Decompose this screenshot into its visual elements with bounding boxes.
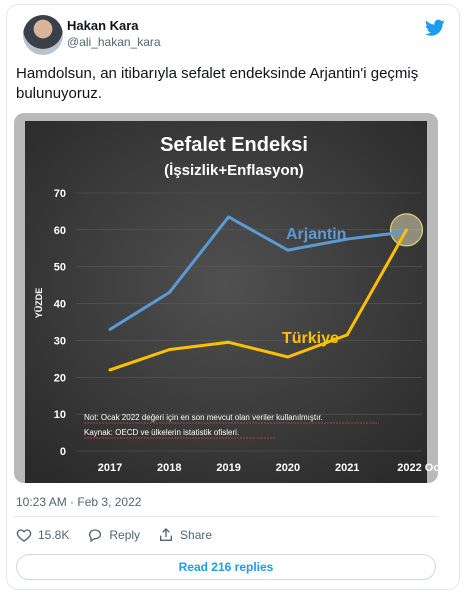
- y-tick-label: 50: [54, 262, 66, 274]
- series-point: [108, 327, 112, 331]
- action-bar: 15.8K Reply Share: [16, 527, 230, 543]
- chart-source: Kaynak: OECD ve ülkelerin istatistik ofi…: [84, 428, 239, 437]
- y-axis-label: YÜZDE: [34, 288, 44, 319]
- x-tick-label: 2018: [157, 462, 181, 474]
- like-count: 15.8K: [38, 528, 70, 542]
- x-tick-label: 2021: [335, 462, 359, 474]
- twitter-bird-icon[interactable]: [425, 19, 445, 37]
- y-tick-label: 10: [54, 409, 66, 421]
- x-tick-label: 2020: [276, 462, 300, 474]
- series-point: [286, 248, 290, 252]
- tweet-image[interactable]: Sefalet Endeksi (İşsizlik+Enflasyon) YÜZ…: [14, 113, 438, 483]
- chart-subtitle: (İşsizlik+Enflasyon): [164, 162, 304, 179]
- series-point: [286, 355, 290, 359]
- read-replies-button[interactable]: Read 216 replies: [16, 554, 436, 580]
- timestamp[interactable]: 10:23 AM · Feb 3, 2022: [16, 495, 142, 509]
- y-tick-label: 20: [54, 372, 66, 384]
- series-point: [345, 237, 349, 241]
- y-tick-label: 40: [54, 299, 66, 311]
- divider: [14, 516, 438, 517]
- share-button[interactable]: Share: [158, 527, 212, 543]
- chart-note: Not: Ocak 2022 değeri için en son mevcut…: [84, 413, 323, 422]
- series-point: [227, 215, 231, 219]
- misery-index-chart: Sefalet Endeksi (İşsizlik+Enflasyon) YÜZ…: [25, 121, 438, 483]
- series-point: [167, 291, 171, 295]
- x-tick-label: 2019: [216, 462, 240, 474]
- series-line-1: [109, 229, 408, 372]
- series-point: [405, 228, 408, 232]
- series-point: [227, 340, 231, 344]
- tweet-text: Hamdolsun, an itibarıyla sefalet endeksi…: [16, 65, 419, 102]
- heart-icon: [16, 529, 32, 542]
- series-point: [108, 368, 112, 372]
- reply-icon: [89, 529, 102, 543]
- series-line-0: [109, 215, 407, 331]
- user-name[interactable]: Hakan Kara: [67, 18, 139, 33]
- avatar[interactable]: [23, 15, 63, 55]
- series-label: Arjantin: [286, 226, 346, 243]
- y-tick-label: 60: [54, 225, 66, 237]
- y-tick-label: 0: [60, 446, 66, 458]
- series-point: [167, 348, 171, 352]
- series-label: Türkiye: [282, 330, 339, 347]
- chart-title: Sefalet Endeksi: [160, 134, 308, 156]
- series-point: [345, 333, 349, 337]
- reply-button[interactable]: Reply: [87, 527, 140, 543]
- share-label: Share: [180, 528, 213, 542]
- reply-label: Reply: [109, 528, 141, 542]
- y-tick-label: 70: [54, 188, 66, 200]
- user-handle[interactable]: @ali_hakan_kara: [67, 35, 161, 49]
- like-button[interactable]: 15.8K: [16, 527, 69, 543]
- x-tick-label: 2022 Ocak: [397, 462, 438, 474]
- y-tick-label: 30: [54, 335, 66, 347]
- share-icon: [160, 528, 173, 541]
- x-tick-label: 2017: [98, 462, 122, 474]
